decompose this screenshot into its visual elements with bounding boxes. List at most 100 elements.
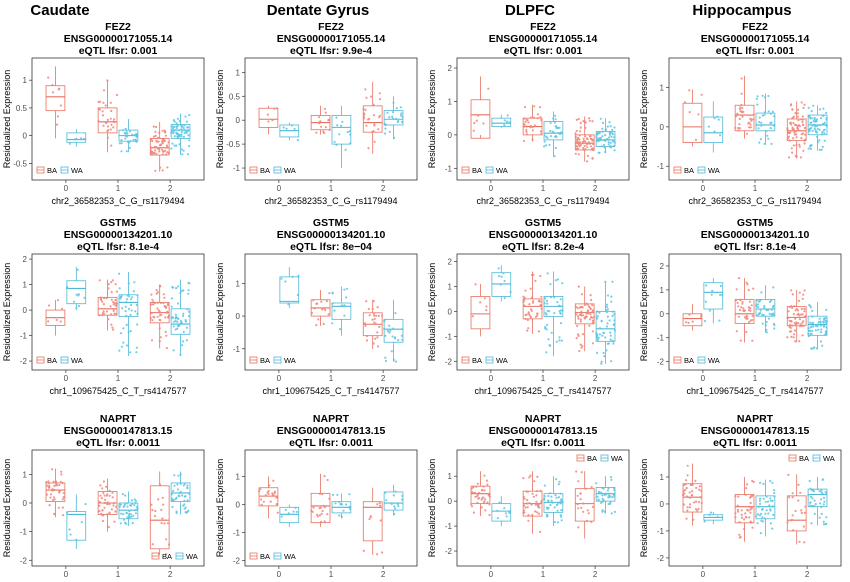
data-point (107, 283, 110, 286)
data-point (739, 298, 742, 301)
data-point (125, 301, 128, 304)
data-point (590, 298, 593, 302)
data-point (611, 131, 614, 134)
data-point (761, 322, 764, 325)
data-point (397, 339, 400, 342)
data-point (755, 123, 758, 127)
data-point (792, 336, 795, 339)
data-point (771, 110, 774, 113)
data-point (580, 471, 583, 474)
data-point (735, 288, 738, 291)
legend-label-ba: BA (47, 166, 57, 175)
data-point (559, 132, 563, 135)
data-point (485, 479, 488, 482)
data-point (582, 502, 585, 505)
data-point (526, 329, 529, 332)
data-point (822, 523, 826, 526)
data-point (529, 287, 532, 290)
data-point (809, 487, 812, 490)
data-point (815, 131, 819, 134)
legend: BA WA (576, 454, 623, 463)
data-point (112, 301, 115, 304)
data-point (756, 314, 759, 317)
data-point (750, 304, 753, 307)
data-point (818, 148, 822, 151)
legend-label-ba: BA (472, 356, 482, 365)
data-point (171, 497, 174, 500)
y-tick-label: 0 (236, 501, 241, 510)
data-point (523, 299, 526, 302)
data-point (811, 315, 814, 318)
data-point (558, 310, 561, 313)
data-point (686, 474, 689, 477)
panel-gene-title: NAPRT (313, 413, 350, 425)
legend-label-wa: WA (284, 166, 296, 175)
y-tick-label: 0.5 (16, 104, 28, 113)
data-point (791, 128, 794, 131)
data-point (104, 498, 107, 501)
box-ba-genotype-0 (682, 304, 703, 331)
panel-ensembl-id: ENSG00000134201.10 (64, 229, 173, 241)
data-point (819, 324, 823, 327)
data-point (558, 126, 561, 129)
data-point (818, 490, 821, 493)
data-point (150, 138, 153, 141)
data-point (152, 135, 156, 138)
data-point (488, 493, 491, 496)
data-point (83, 137, 86, 140)
y-tick-label: 1 (448, 97, 453, 106)
data-point (549, 129, 552, 133)
legend-label-ba: BA (260, 552, 270, 561)
data-point (297, 274, 300, 277)
data-point (825, 124, 829, 128)
data-point (601, 500, 604, 503)
box-iqr (682, 313, 703, 327)
data-point (470, 487, 473, 490)
data-point (176, 117, 180, 120)
data-point (108, 494, 111, 497)
data-point (185, 326, 188, 329)
data-point (59, 104, 63, 107)
data-point (388, 130, 391, 133)
data-point (811, 309, 814, 312)
data-point (608, 319, 611, 322)
data-point (187, 281, 190, 284)
data-point (601, 334, 604, 337)
data-point (112, 504, 115, 507)
data-point (769, 522, 773, 525)
data-point (601, 130, 604, 133)
data-point (820, 133, 824, 136)
data-point (579, 343, 582, 346)
data-point (177, 325, 180, 328)
data-point (180, 135, 183, 138)
data-point (534, 279, 537, 282)
data-point (797, 312, 800, 315)
data-point (703, 520, 706, 523)
data-point (543, 140, 546, 143)
data-point (312, 299, 315, 302)
data-point (742, 309, 745, 312)
data-point (790, 123, 793, 126)
data-point (156, 136, 160, 139)
data-point (183, 503, 186, 506)
data-point (121, 493, 124, 496)
data-point (740, 513, 743, 517)
y-tick-label: 0 (23, 499, 28, 508)
data-point (813, 127, 816, 130)
box-wa-genotype-2 (807, 104, 829, 151)
data-point (114, 283, 117, 286)
data-point (364, 324, 367, 327)
data-point (159, 166, 162, 169)
data-point (52, 480, 55, 483)
data-point (61, 482, 64, 485)
data-point (560, 339, 564, 342)
data-point (338, 501, 341, 504)
data-point (530, 503, 533, 506)
data-point (530, 309, 533, 312)
data-point (747, 509, 750, 512)
data-point (362, 117, 366, 120)
data-point (392, 358, 395, 361)
data-point (473, 491, 476, 495)
data-point (708, 513, 711, 517)
y-axis-label: Residualized Expression (427, 263, 437, 362)
